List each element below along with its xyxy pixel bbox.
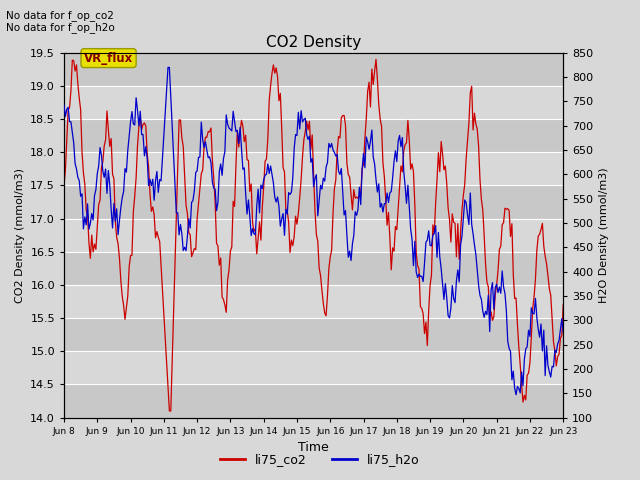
Bar <box>64 119 563 152</box>
Bar <box>64 152 563 185</box>
Y-axis label: H2O Density (mmol/m3): H2O Density (mmol/m3) <box>599 168 609 303</box>
Bar <box>64 285 563 318</box>
Bar <box>64 384 563 418</box>
Text: VR_flux: VR_flux <box>84 52 133 65</box>
Bar <box>64 318 563 351</box>
Bar <box>64 86 563 119</box>
Text: No data for f_op_co2
No data for f_op_h2o: No data for f_op_co2 No data for f_op_h2… <box>6 10 115 33</box>
Bar <box>64 53 563 86</box>
Legend: li75_co2, li75_h2o: li75_co2, li75_h2o <box>215 448 425 471</box>
X-axis label: Time: Time <box>298 441 329 454</box>
Bar <box>64 351 563 384</box>
Bar <box>64 218 563 252</box>
Y-axis label: CO2 Density (mmol/m3): CO2 Density (mmol/m3) <box>15 168 25 303</box>
Title: CO2 Density: CO2 Density <box>266 35 361 50</box>
Bar <box>64 185 563 218</box>
Bar <box>64 252 563 285</box>
